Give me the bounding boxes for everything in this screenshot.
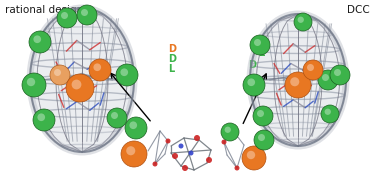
Circle shape bbox=[116, 64, 138, 86]
Circle shape bbox=[111, 112, 118, 119]
Circle shape bbox=[322, 74, 329, 81]
Text: L: L bbox=[258, 48, 264, 58]
Circle shape bbox=[303, 60, 323, 80]
Circle shape bbox=[321, 105, 339, 123]
Circle shape bbox=[172, 153, 178, 159]
Circle shape bbox=[107, 108, 127, 128]
Circle shape bbox=[27, 78, 35, 86]
Circle shape bbox=[129, 121, 137, 129]
Circle shape bbox=[81, 9, 88, 16]
Circle shape bbox=[50, 65, 70, 85]
Circle shape bbox=[253, 106, 273, 126]
Circle shape bbox=[297, 17, 304, 23]
Circle shape bbox=[254, 39, 261, 46]
Circle shape bbox=[231, 130, 237, 134]
Circle shape bbox=[250, 35, 270, 55]
Text: L: L bbox=[258, 38, 264, 48]
Text: rational design: rational design bbox=[5, 5, 83, 15]
Circle shape bbox=[194, 135, 200, 141]
Circle shape bbox=[325, 109, 331, 115]
Circle shape bbox=[294, 13, 312, 31]
Ellipse shape bbox=[250, 14, 346, 146]
Text: DCC: DCC bbox=[347, 5, 370, 15]
Circle shape bbox=[66, 74, 94, 102]
Circle shape bbox=[290, 77, 299, 86]
Circle shape bbox=[89, 59, 111, 81]
Circle shape bbox=[121, 141, 147, 167]
Circle shape bbox=[334, 69, 341, 76]
Circle shape bbox=[189, 151, 194, 155]
Circle shape bbox=[225, 127, 231, 133]
Circle shape bbox=[57, 8, 77, 28]
Text: D: D bbox=[248, 60, 256, 70]
Circle shape bbox=[37, 113, 45, 121]
Circle shape bbox=[243, 74, 265, 96]
Circle shape bbox=[54, 69, 61, 76]
Circle shape bbox=[254, 130, 274, 150]
Circle shape bbox=[330, 65, 350, 85]
Circle shape bbox=[29, 31, 51, 53]
Circle shape bbox=[166, 139, 170, 143]
Circle shape bbox=[22, 73, 46, 97]
Circle shape bbox=[121, 68, 128, 76]
Circle shape bbox=[77, 5, 97, 25]
Circle shape bbox=[71, 80, 81, 89]
Circle shape bbox=[93, 63, 101, 71]
Circle shape bbox=[247, 151, 255, 159]
Circle shape bbox=[307, 64, 314, 71]
Circle shape bbox=[61, 12, 68, 19]
Text: L: L bbox=[168, 64, 174, 74]
Circle shape bbox=[178, 143, 183, 149]
Text: D: D bbox=[168, 54, 176, 64]
Circle shape bbox=[222, 139, 226, 145]
Circle shape bbox=[182, 165, 188, 171]
Circle shape bbox=[126, 146, 135, 155]
Circle shape bbox=[242, 146, 266, 170]
Circle shape bbox=[125, 117, 147, 139]
Circle shape bbox=[221, 123, 239, 141]
Circle shape bbox=[247, 78, 255, 86]
Circle shape bbox=[318, 70, 338, 90]
Circle shape bbox=[33, 35, 41, 43]
Circle shape bbox=[33, 109, 55, 131]
Circle shape bbox=[258, 134, 265, 141]
Circle shape bbox=[285, 72, 311, 98]
Text: D: D bbox=[168, 44, 176, 54]
Circle shape bbox=[152, 161, 158, 167]
Circle shape bbox=[234, 165, 240, 171]
Circle shape bbox=[206, 157, 212, 163]
Circle shape bbox=[257, 110, 264, 117]
Ellipse shape bbox=[30, 8, 134, 152]
